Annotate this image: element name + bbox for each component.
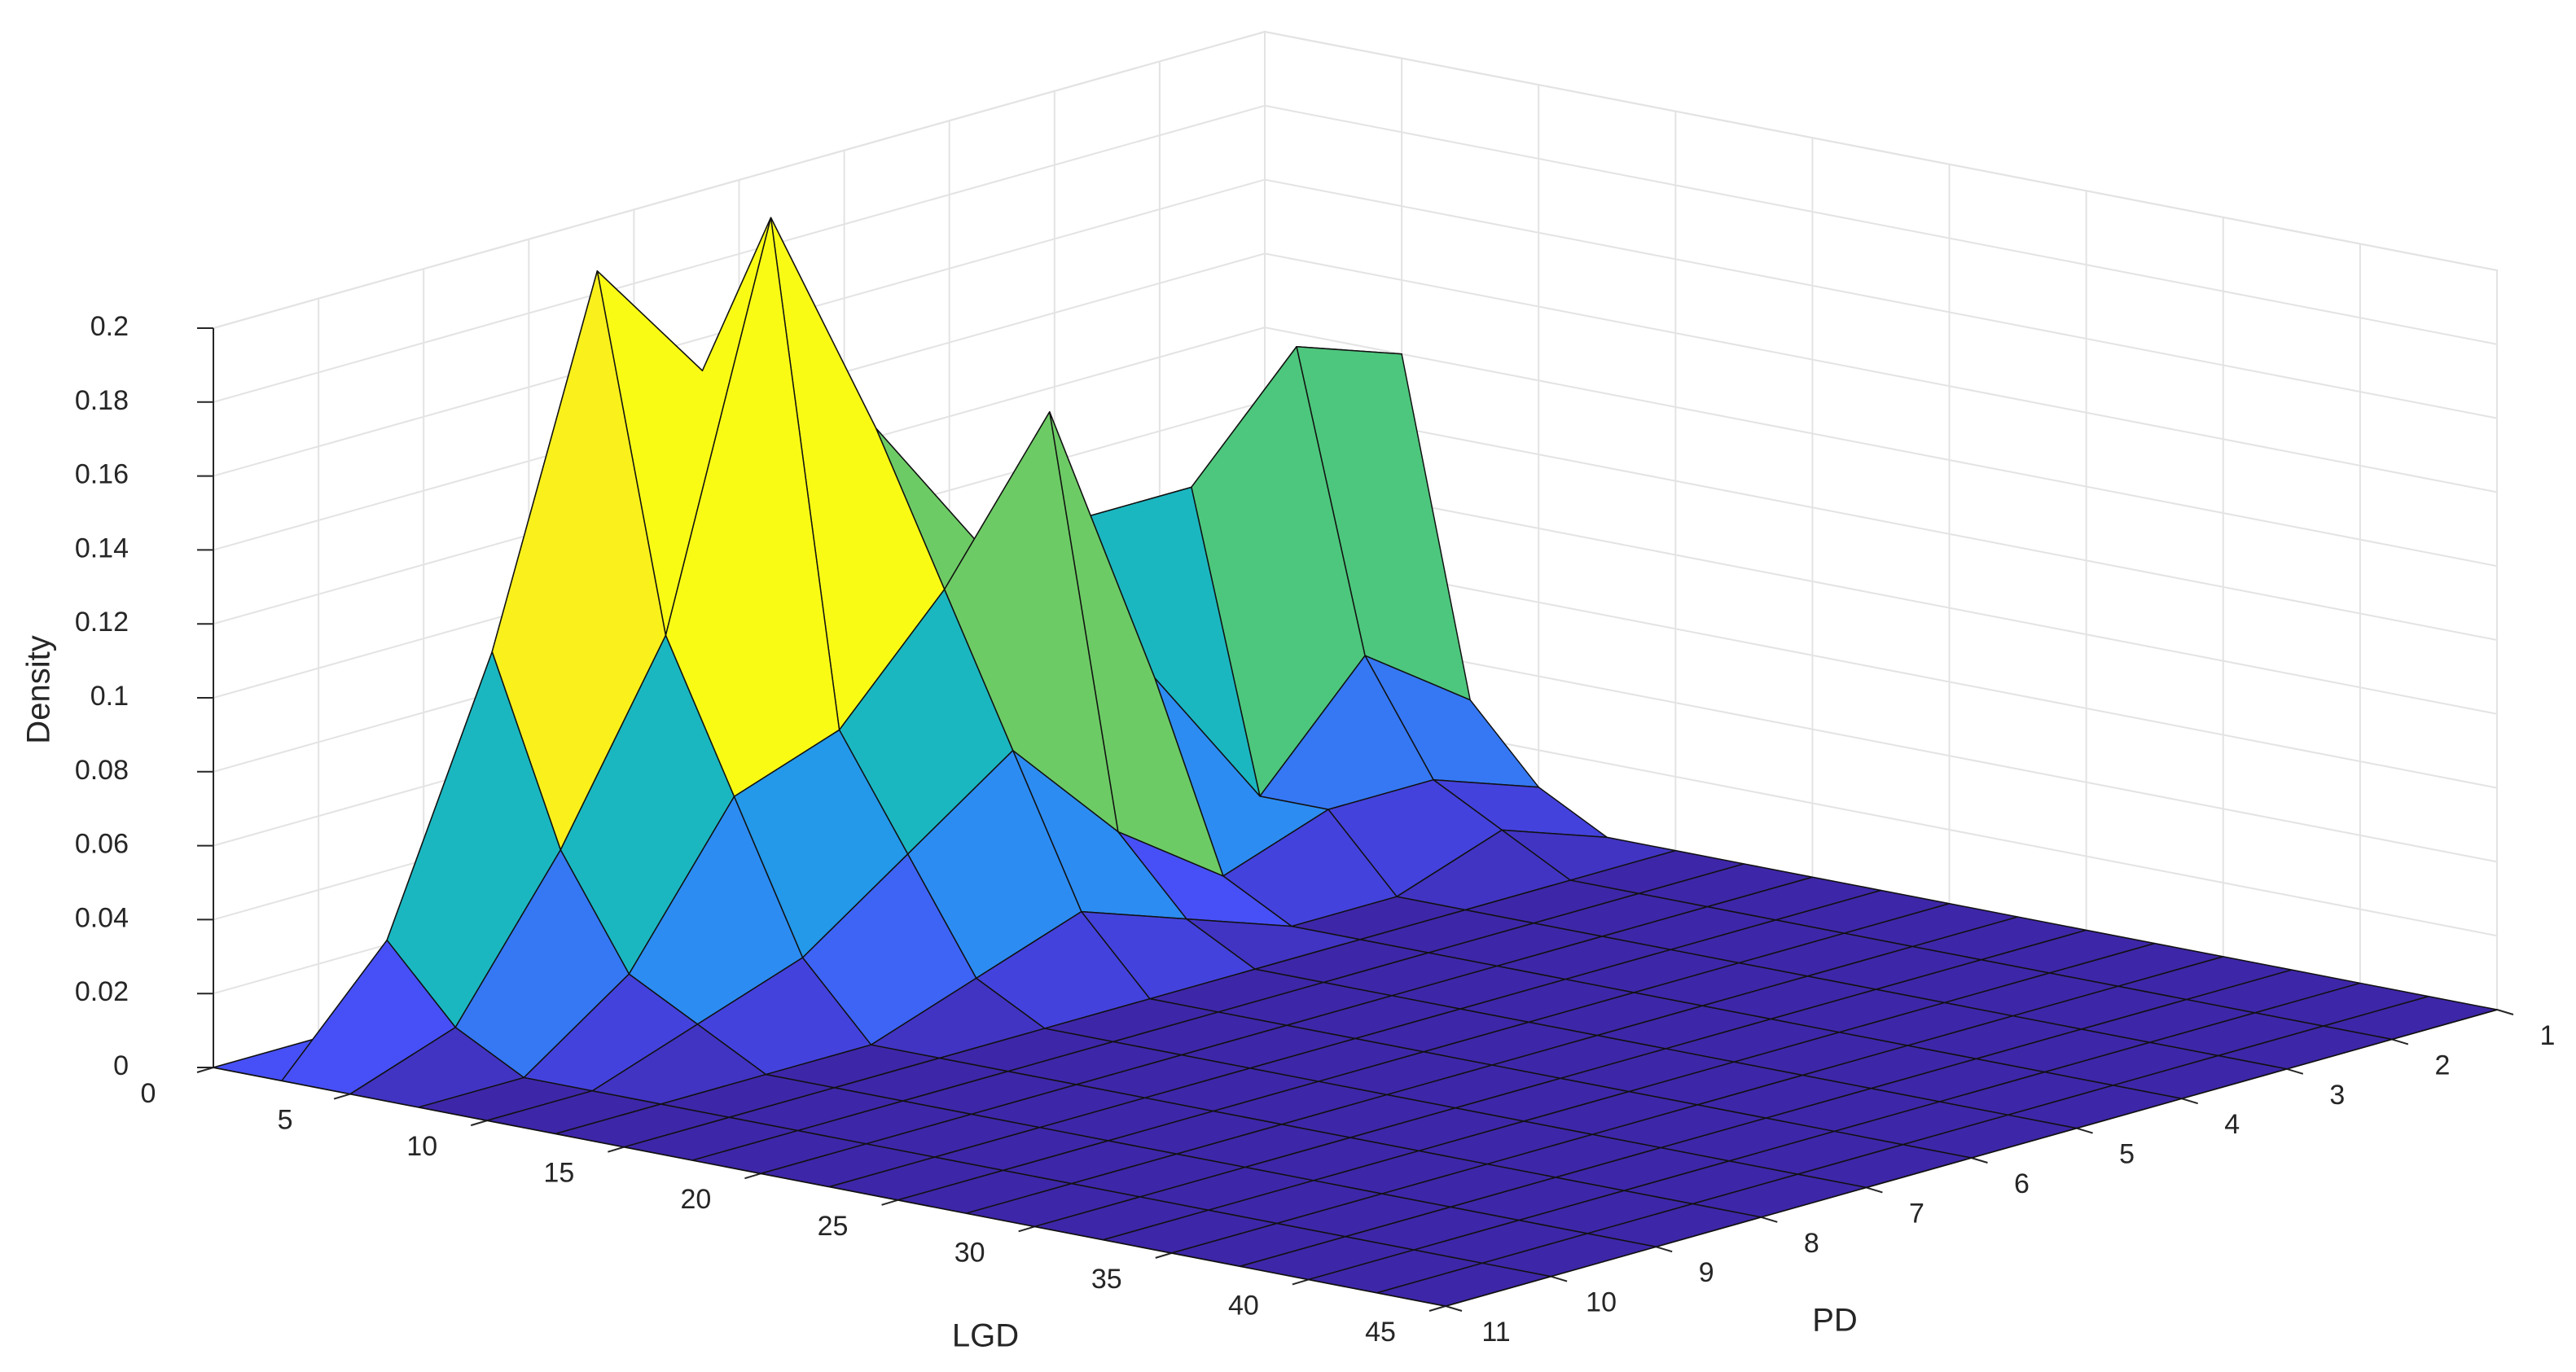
tick-mark xyxy=(1761,1216,1778,1223)
y-tick-label: 1 xyxy=(2540,1020,2556,1051)
z-tick-label: 0.12 xyxy=(75,607,129,638)
tick-mark xyxy=(1655,1246,1673,1253)
y-tick-label: 5 xyxy=(2119,1139,2135,1170)
tick-mark xyxy=(196,1067,214,1073)
tick-mark xyxy=(1971,1157,1988,1164)
z-tick-label: 0.02 xyxy=(75,976,129,1007)
y-tick-label: 4 xyxy=(2224,1109,2240,1140)
tick-mark xyxy=(744,1173,761,1180)
x-tick-label: 15 xyxy=(543,1158,574,1189)
tick-mark xyxy=(1866,1186,1883,1194)
x-tick-label: 45 xyxy=(1365,1317,1396,1348)
tick-mark xyxy=(881,1199,898,1206)
x-tick-label: 35 xyxy=(1091,1264,1122,1295)
y-tick-label: 9 xyxy=(1699,1257,1714,1288)
tick-mark xyxy=(1292,1278,1310,1286)
y-axis-title: PD xyxy=(1812,1303,1858,1339)
z-tick-label: 0.18 xyxy=(75,385,129,416)
x-tick-label: 30 xyxy=(954,1237,985,1268)
tick-mark xyxy=(2076,1127,2093,1134)
tick-mark xyxy=(2181,1098,2198,1105)
tick-mark xyxy=(1445,1305,1463,1312)
tick-mark xyxy=(1155,1251,1173,1259)
tick-mark xyxy=(2286,1067,2304,1075)
y-tick-label: 3 xyxy=(2329,1080,2345,1111)
z-tick-label: 0.16 xyxy=(75,459,129,490)
x-tick-label: 0 xyxy=(141,1078,156,1109)
tick-mark xyxy=(2391,1038,2409,1045)
z-axis-title: Density xyxy=(21,635,57,743)
z-tick-label: 0.04 xyxy=(75,902,129,933)
y-tick-label: 6 xyxy=(2014,1168,2030,1199)
y-tick-label: 11 xyxy=(1481,1317,1510,1348)
z-tick-label: 0.14 xyxy=(75,533,129,563)
tick-mark xyxy=(470,1120,488,1127)
x-tick-label: 10 xyxy=(406,1131,437,1162)
tick-mark xyxy=(333,1093,351,1100)
tick-mark xyxy=(1018,1225,1035,1233)
z-tick-label: 0.06 xyxy=(75,829,129,860)
tick-mark xyxy=(1550,1275,1568,1282)
z-tick-label: 0.1 xyxy=(90,681,129,712)
x-tick-label: 20 xyxy=(681,1184,712,1215)
x-tick-label: 5 xyxy=(278,1105,293,1136)
tick-mark xyxy=(1428,1305,1446,1312)
y-tick-label: 2 xyxy=(2434,1050,2450,1081)
y-tick-label: 7 xyxy=(1909,1198,1924,1229)
x-tick-label: 40 xyxy=(1228,1290,1259,1321)
y-tick-label: 8 xyxy=(1804,1228,1819,1259)
tick-mark xyxy=(608,1146,625,1153)
x-tick-label: 25 xyxy=(818,1211,849,1242)
z-tick-label: 0 xyxy=(113,1050,129,1081)
y-tick-label: 10 xyxy=(1586,1287,1617,1318)
surface-facet xyxy=(1376,1262,1551,1307)
z-tick-label: 0.2 xyxy=(90,311,129,342)
tick-mark xyxy=(2496,1009,2514,1015)
x-axis-title: LGD xyxy=(952,1318,1019,1354)
z-tick-label: 0.08 xyxy=(75,755,129,786)
